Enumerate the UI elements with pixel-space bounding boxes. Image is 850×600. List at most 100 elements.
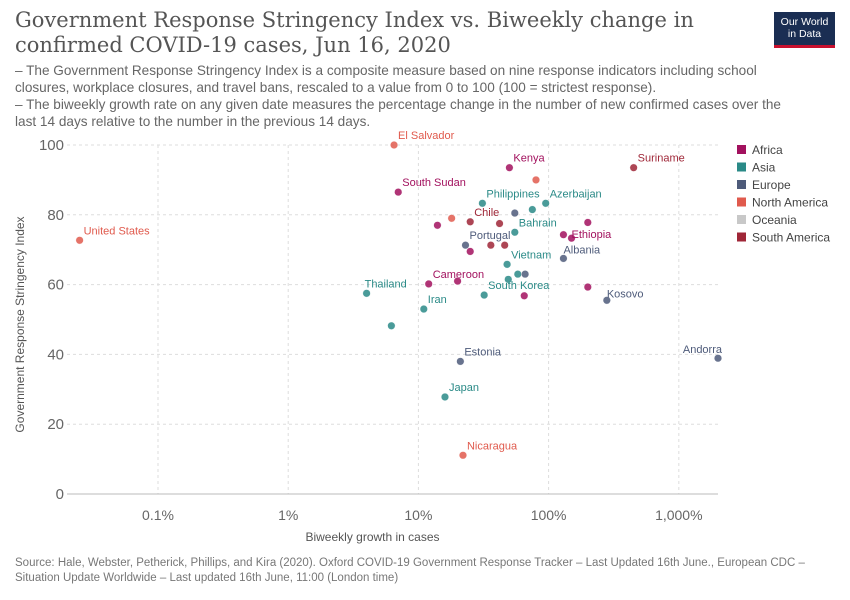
- y-tick-label: 40: [47, 346, 64, 363]
- logo-line-1: Our World: [780, 16, 829, 28]
- data-point-label: Estonia: [464, 346, 502, 358]
- data-point: [567, 234, 576, 243]
- x-tick-label: 0.1%: [142, 507, 174, 523]
- logo-line-2: in Data: [787, 28, 822, 40]
- y-tick-label: 80: [47, 207, 64, 224]
- y-tick-label: 60: [47, 277, 64, 294]
- data-point-label: Kenya: [513, 153, 545, 165]
- data-point: [486, 241, 495, 250]
- x-axis-title: Biweekly growth in cases: [305, 530, 439, 544]
- data-point: [510, 209, 519, 218]
- data-point: [453, 277, 462, 286]
- source-note: Source: Hale, Webster, Petherick, Philli…: [15, 557, 805, 584]
- x-tick-label: 1%: [278, 507, 298, 523]
- legend-label: Asia: [752, 161, 776, 175]
- legend-label: Africa: [752, 143, 783, 157]
- data-point-label: Vietnam: [511, 249, 551, 261]
- data-point: [458, 451, 467, 460]
- chart-subtitle: – The Government Response Stringency Ind…: [15, 62, 785, 130]
- data-point: [583, 283, 592, 292]
- data-point: [461, 241, 470, 250]
- data-point-label: Iran: [428, 294, 447, 306]
- data-point: [424, 279, 433, 288]
- data-point: [504, 275, 513, 284]
- data-point: [419, 305, 428, 314]
- data-point-label: Kosovo: [607, 288, 644, 300]
- data-point: [433, 221, 442, 230]
- data-point-label: Cameroon: [433, 269, 484, 281]
- legend: Africa Asia Europe North America Oceania Sout…: [737, 143, 830, 245]
- data-point: [500, 241, 509, 250]
- data-point-label: Ethiopia: [572, 229, 613, 241]
- data-point-label: El Salvador: [398, 130, 455, 142]
- data-point-label: United States: [84, 225, 151, 237]
- y-tick-label: 0: [56, 486, 64, 503]
- data-point: [714, 354, 723, 363]
- data-point: [503, 260, 512, 269]
- legend-label: Europe: [752, 178, 791, 192]
- data-point-label: Thailand: [365, 278, 407, 290]
- data-point-label: Portugal: [470, 230, 511, 242]
- data-point: [466, 217, 475, 226]
- data-point: [583, 218, 592, 227]
- data-point-label: Japan: [449, 382, 479, 394]
- data-point: [531, 175, 540, 184]
- axes: 0 20 40 60 80 100 0.1% 1% 10% 100% 1,000% Biweekly …: [13, 137, 718, 544]
- data-point: [495, 219, 504, 228]
- data-point-label: Suriname: [638, 153, 685, 165]
- data-point: [513, 270, 522, 279]
- legend-label: South America: [752, 231, 830, 245]
- data-point-label: Nicaragua: [467, 440, 518, 452]
- data-point: [510, 228, 519, 237]
- data-point: [528, 205, 537, 214]
- x-tick-label: 1,000%: [655, 507, 702, 523]
- data-point: [478, 199, 487, 208]
- subtitle-line-2: – The biweekly growth rate on any given …: [15, 97, 781, 129]
- data-point: [559, 230, 568, 239]
- data-point: [447, 214, 456, 223]
- data-point-label: Chile: [474, 207, 499, 219]
- data-point-label: Andorra: [683, 344, 723, 356]
- y-axis-title: Government Response Stringency Index: [13, 216, 27, 432]
- data-point: [456, 357, 465, 366]
- data-point: [521, 270, 530, 279]
- data-point: [541, 199, 550, 208]
- data-point: [466, 247, 475, 256]
- data-point: [440, 392, 449, 401]
- data-point-label: South Korea: [488, 280, 550, 292]
- legend-label: North America: [752, 196, 828, 210]
- chart-title: Government Response Stringency Index vs.…: [15, 8, 694, 57]
- data-point-label: Philippines: [486, 188, 540, 200]
- data-point: [480, 291, 489, 300]
- legend-label: Oceania: [752, 213, 797, 227]
- data-point: [629, 163, 638, 172]
- data-point-label: Azerbaijan: [550, 188, 602, 200]
- data-point-label: Albania: [563, 244, 601, 256]
- data-point: [520, 291, 529, 300]
- data-point-label: Bahrain: [519, 217, 557, 229]
- x-tick-label: 100%: [531, 507, 567, 523]
- y-tick-label: 100: [39, 137, 64, 154]
- data-point: [362, 289, 371, 298]
- data-point: [505, 163, 514, 172]
- legend-swatch: [737, 145, 746, 154]
- data-point-label: South Sudan: [402, 177, 466, 189]
- legend-swatch: [737, 180, 746, 189]
- legend-swatch: [737, 197, 746, 207]
- data-point: [75, 236, 84, 245]
- owid-logo[interactable]: Our World in Data: [774, 12, 835, 48]
- grid-lines: [67, 144, 718, 494]
- x-tick-label: 10%: [404, 507, 432, 523]
- data-point: [394, 188, 403, 197]
- y-tick-label: 20: [47, 416, 64, 433]
- data-point: [387, 321, 396, 330]
- legend-swatch: [737, 215, 746, 224]
- subtitle-line-1: – The Government Response Stringency Ind…: [15, 63, 757, 95]
- legend-swatch: [737, 232, 746, 242]
- data-point: [602, 296, 611, 305]
- data-point: [390, 140, 399, 149]
- data-point: [559, 254, 568, 263]
- legend-swatch: [737, 162, 746, 172]
- data-points: United States El Salvador South Sudan Kenya…: [75, 130, 723, 460]
